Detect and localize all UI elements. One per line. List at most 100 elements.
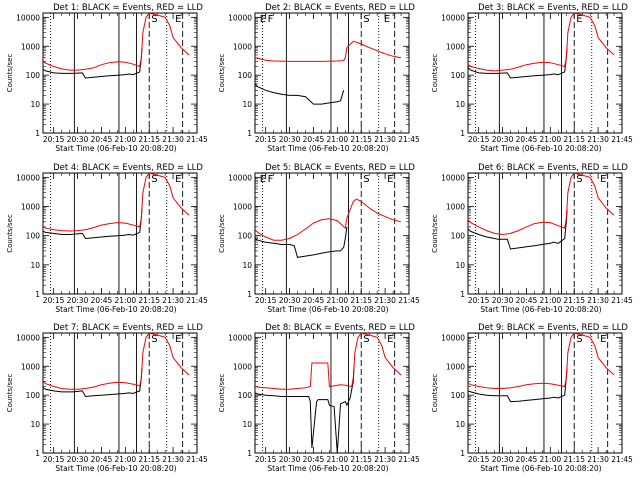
plot-frame: [254, 172, 410, 295]
x-tick-label: 21:30: [374, 135, 396, 144]
series-events-line: [43, 46, 143, 79]
event-marker-label: E: [175, 334, 181, 345]
y-tick-label: 10000: [441, 173, 465, 182]
series-lld-line: [255, 198, 402, 241]
y-axis-label: Counts/sec: [6, 54, 14, 93]
x-tick-label: 21:00: [540, 296, 562, 305]
event-marker-label: S: [363, 334, 369, 345]
x-tick-label: 20:15: [43, 296, 65, 305]
x-tick-label: 21:15: [563, 296, 585, 305]
y-tick-label: 100: [26, 71, 41, 80]
event-marker-label: F: [268, 174, 274, 185]
x-tick-label: 21:45: [398, 135, 420, 144]
y-tick-label: 1000: [21, 203, 40, 212]
x-tick-label: 20:30: [67, 455, 89, 464]
x-axis-label: Start Time (06-Feb-10 20:08:20): [267, 144, 388, 153]
x-tick-label: 21:15: [350, 296, 372, 305]
y-tick-label: 10000: [16, 13, 40, 22]
y-axis-label: Counts/sec: [6, 214, 14, 253]
series-lld-line: [43, 173, 190, 232]
y-tick-label: 1000: [446, 42, 465, 51]
x-tick-label: 21:45: [611, 135, 633, 144]
plot-frame: [467, 12, 623, 134]
y-tick-label: 10: [455, 420, 465, 429]
x-tick-label: 21:15: [138, 135, 160, 144]
panel-det-6: Det 6: BLACK = Events, RED = LLD Counts/s…: [431, 163, 633, 314]
x-tick-label: 21:00: [540, 135, 562, 144]
x-axis-label: Start Time (06-Feb-10 20:08:20): [55, 144, 176, 153]
event-marker-label: E: [600, 174, 606, 185]
event-marker-label: E: [260, 174, 266, 185]
x-axis-label: Start Time (06-Feb-10 20:08:20): [267, 305, 388, 314]
event-marker-label: S: [151, 334, 157, 345]
panel-det-7: Det 7: BLACK = Events, RED = LLD Counts/s…: [6, 323, 208, 473]
y-tick-label: 10000: [16, 173, 40, 182]
event-marker-label: E: [260, 14, 266, 25]
series-events-line: [43, 366, 143, 398]
panel-title: Det 9: BLACK = Events, RED = LLD: [478, 323, 628, 333]
x-axis-label: Start Time (06-Feb-10 20:08:20): [480, 144, 601, 153]
x-tick-label: 21:15: [138, 296, 160, 305]
x-tick-label: 21:15: [563, 455, 585, 464]
y-tick-label: 1: [460, 290, 465, 299]
x-axis-label: Start Time (06-Feb-10 20:08:20): [55, 464, 176, 473]
y-axis-label: Counts/sec: [431, 214, 439, 253]
y-tick-label: 10: [30, 100, 40, 109]
y-tick-label: 10000: [16, 333, 40, 342]
plot-frame: [254, 12, 410, 134]
y-tick-label: 100: [238, 232, 253, 241]
series-lld-line: [468, 173, 615, 236]
event-marker-label: S: [576, 334, 582, 345]
x-tick-label: 21:00: [115, 455, 137, 464]
x-tick-label: 20:30: [492, 296, 514, 305]
x-axis-label: Start Time (06-Feb-10 20:08:20): [480, 464, 601, 473]
panel-det-9: Det 9: BLACK = Events, RED = LLD Counts/s…: [431, 323, 633, 473]
y-tick-label: 1000: [446, 203, 465, 212]
x-tick-label: 20:30: [279, 135, 301, 144]
event-marker-label: F: [268, 14, 274, 25]
x-tick-label: 20:45: [91, 296, 113, 305]
x-tick-label: 20:15: [43, 455, 65, 464]
y-tick-label: 100: [26, 232, 41, 241]
plot-frame: [254, 332, 410, 454]
series-events-line: [43, 206, 143, 240]
x-tick-label: 21:30: [162, 455, 184, 464]
y-tick-label: 1000: [233, 362, 252, 371]
y-axis-label: Counts/sec: [6, 374, 14, 413]
x-tick-label: 20:30: [279, 455, 301, 464]
x-tick-label: 20:15: [255, 296, 277, 305]
x-tick-label: 21:15: [350, 135, 372, 144]
plot-frame: [467, 332, 623, 454]
x-tick-label: 21:15: [138, 455, 160, 464]
event-marker-label: S: [576, 174, 582, 185]
series-events-line: [255, 226, 348, 258]
plot-frame: [467, 172, 623, 295]
x-tick-label: 20:45: [91, 135, 113, 144]
event-marker-label: E: [576, 14, 582, 25]
plot-frame: [42, 12, 198, 134]
x-tick-label: 21:15: [350, 455, 372, 464]
y-tick-label: 1: [460, 129, 465, 138]
event-marker-label: S: [151, 174, 157, 185]
x-tick-label: 21:00: [115, 135, 137, 144]
event-marker-label: S: [151, 14, 157, 25]
panel-det-8: Det 8: BLACK = Events, RED = LLD Counts/s…: [218, 323, 420, 473]
y-tick-label: 10000: [228, 333, 252, 342]
series-events-line: [468, 46, 568, 79]
series-lld-line: [43, 13, 190, 71]
x-tick-label: 20:15: [468, 135, 490, 144]
x-tick-label: 21:00: [115, 296, 137, 305]
y-tick-label: 1000: [21, 362, 40, 371]
y-axis-label: Counts/sec: [431, 374, 439, 413]
x-tick-label: 21:45: [186, 296, 208, 305]
x-tick-label: 21:45: [398, 296, 420, 305]
y-tick-label: 1000: [21, 42, 40, 51]
x-tick-label: 21:30: [162, 296, 184, 305]
x-tick-label: 20:45: [303, 135, 325, 144]
x-axis-label: Start Time (06-Feb-10 20:08:20): [267, 464, 388, 473]
x-tick-label: 21:30: [587, 455, 609, 464]
x-tick-label: 20:45: [303, 296, 325, 305]
y-tick-label: 10: [455, 261, 465, 270]
x-tick-label: 20:45: [516, 135, 538, 144]
